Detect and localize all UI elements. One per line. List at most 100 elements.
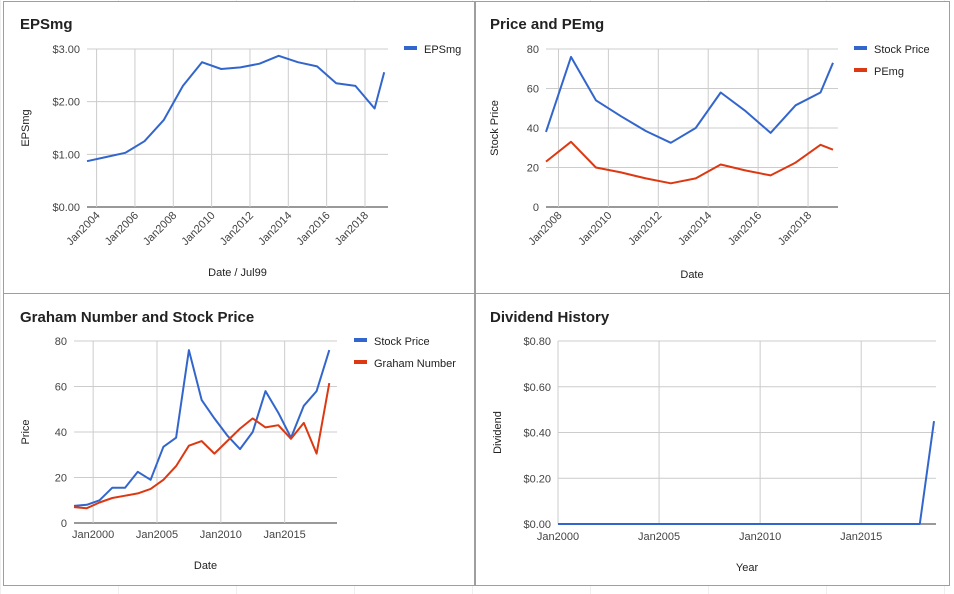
legend-label-graham-number: Graham Number <box>374 358 456 370</box>
data-point-pemg <box>694 176 698 180</box>
y-tick-label: 60 <box>55 382 67 394</box>
data-point-epsmg <box>200 60 204 64</box>
data-point-graham-number <box>251 416 255 420</box>
data-point-graham-number <box>276 423 280 427</box>
data-point-graham-number <box>264 425 268 429</box>
data-point-graham-number <box>85 506 89 510</box>
legend-label-epsmg: EPSmg <box>424 44 461 56</box>
y-tick-label: $0.20 <box>523 473 551 485</box>
x-tick-label: Jan2018 <box>776 210 814 248</box>
data-point-epsmg <box>315 64 319 68</box>
series-line-epsmg <box>86 54 386 163</box>
y-tick-label: $0.80 <box>523 336 551 348</box>
x-tick-label: Jan2016 <box>294 210 332 248</box>
data-point-epsmg <box>85 159 89 163</box>
x-tick-label: Jan2012 <box>218 210 256 248</box>
data-point-stock-price <box>694 126 698 130</box>
data-point-graham-number <box>72 505 76 509</box>
y-tick-label: 80 <box>55 336 67 348</box>
eps-chart-panel: EPSmg $0.00 $1.00 $2.00 $3.00 Jan2004 Jan2006 J… <box>3 1 475 294</box>
y-tick-label: $0.40 <box>523 428 551 440</box>
legend-swatch-stock-price <box>854 46 867 50</box>
y-tick-label: $2.00 <box>52 97 80 109</box>
data-point-dividend <box>556 522 560 526</box>
x-axis-title: Date <box>680 269 703 281</box>
y-tick-label: 80 <box>527 44 539 56</box>
data-point-graham-number <box>315 452 319 456</box>
data-point-stock-price <box>212 416 216 420</box>
y-axis-title: Dividend <box>492 411 504 454</box>
x-tick-label: Jan2012 <box>626 210 664 248</box>
data-point-stock-price <box>149 478 153 482</box>
data-point-stock-price <box>831 61 835 65</box>
data-point-epsmg <box>373 107 377 111</box>
data-point-stock-price <box>110 486 114 490</box>
data-point-epsmg <box>181 84 185 88</box>
y-axis-title: EPSmg <box>20 109 32 146</box>
x-tick-label: Jan2004 <box>64 210 102 248</box>
data-point-graham-number <box>212 452 216 456</box>
graham-chart-svg: Graham Number and Stock Price 0 20 40 60 80 Ja… <box>20 309 456 572</box>
data-point-stock-price <box>669 141 673 145</box>
data-point-stock-price <box>644 129 648 133</box>
y-tick-label: 0 <box>61 518 67 530</box>
data-point-graham-number <box>123 494 127 498</box>
x-tick-label: Jan2010 <box>739 531 781 543</box>
data-point-epsmg <box>334 81 338 85</box>
price_pe-chart-svg: Price and PEmg 0 20 40 60 80 Jan2008 Jan2010 Jan… <box>489 16 930 281</box>
data-point-stock-price <box>251 430 255 434</box>
legend-label-pemg: PEmg <box>874 66 904 78</box>
data-point-stock-price <box>123 486 127 490</box>
data-point-stock-price <box>276 411 280 415</box>
data-point-graham-number <box>187 444 191 448</box>
price-pe-chart-panel: Price and PEmg 0 20 40 60 80 Jan2008 Jan2010 Jan… <box>475 1 950 294</box>
data-point-pemg <box>769 173 773 177</box>
data-point-graham-number <box>238 427 242 431</box>
data-point-epsmg <box>123 151 127 155</box>
data-point-stock-price <box>794 103 798 107</box>
data-point-stock-price <box>719 91 723 95</box>
data-point-stock-price <box>544 130 548 134</box>
series-line-pemg <box>545 140 834 185</box>
x-axis-title: Date / Jul99 <box>208 267 267 279</box>
data-point-stock-price <box>619 114 623 118</box>
legend-swatch-pemg <box>854 68 867 72</box>
x-axis-title: Year <box>736 562 759 574</box>
x-tick-label: Jan2005 <box>136 529 178 541</box>
data-point-epsmg <box>162 118 166 122</box>
data-point-graham-number <box>289 437 293 441</box>
y-tick-label: $0.00 <box>523 519 551 531</box>
data-point-epsmg <box>104 155 108 159</box>
data-point-pemg <box>719 163 723 167</box>
data-point-graham-number <box>161 478 165 482</box>
chart-title: Price and PEmg <box>490 16 604 33</box>
data-point-stock-price <box>238 447 242 451</box>
y-tick-label: $1.00 <box>52 149 80 161</box>
data-point-epsmg <box>238 65 242 69</box>
x-tick-label: Jan2005 <box>638 531 680 543</box>
data-point-dividend <box>918 522 922 526</box>
data-point-pemg <box>819 143 823 147</box>
x-tick-label: Jan2015 <box>264 529 306 541</box>
y-tick-label: 0 <box>533 202 539 214</box>
data-point-stock-price <box>225 433 229 437</box>
data-point-pemg <box>644 176 648 180</box>
data-point-stock-price <box>569 55 573 59</box>
data-point-epsmg <box>296 60 300 64</box>
x-axis-title: Date <box>194 560 217 572</box>
x-tick-label: Jan2010 <box>179 210 217 248</box>
chart-title: Dividend History <box>490 309 610 326</box>
data-point-pemg <box>794 161 798 165</box>
data-point-epsmg <box>258 62 262 66</box>
x-tick-label: Jan2000 <box>537 531 579 543</box>
data-point-pemg <box>744 169 748 173</box>
dividend-chart-svg: Dividend History $0.00 $0.20 $0.40 $0.60 $0.8… <box>490 309 936 574</box>
y-tick-label: $3.00 <box>52 44 80 56</box>
chart-title: EPSmg <box>20 16 73 33</box>
series-line-dividend <box>558 420 935 525</box>
y-tick-label: 20 <box>527 163 539 175</box>
data-point-epsmg <box>143 139 147 143</box>
series-line-stock-price <box>545 55 834 144</box>
x-tick-label: Jan2014 <box>676 210 714 248</box>
